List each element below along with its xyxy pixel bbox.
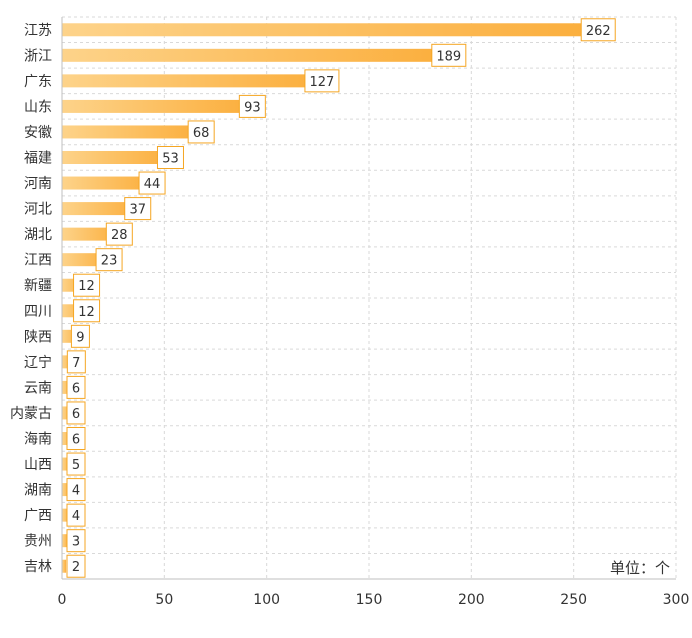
bar [62, 202, 138, 216]
bar [62, 125, 202, 139]
category-label: 内蒙古 [10, 406, 52, 422]
category-label: 山西 [24, 457, 52, 473]
category-label: 河南 [24, 176, 52, 192]
value-label-box [238, 94, 266, 118]
bars [62, 23, 599, 573]
bar [62, 483, 71, 497]
value-label-box [304, 69, 340, 93]
value-label: 4 [72, 484, 80, 499]
value-label: 189 [436, 49, 461, 64]
unit-label: 单位：个 [610, 559, 670, 577]
category-label: 辽宁 [24, 354, 52, 371]
value-label-box [66, 452, 86, 476]
value-label-box [66, 401, 86, 425]
value-label-box [66, 350, 86, 374]
value-label-box [66, 529, 86, 553]
category-label: 江苏 [24, 23, 52, 39]
category-label: 福建 [24, 151, 52, 167]
value-label: 12 [78, 279, 95, 294]
value-label: 5 [72, 458, 80, 473]
value-label: 68 [193, 126, 210, 141]
value-label-box [105, 222, 133, 246]
x-tick-label: 250 [560, 592, 587, 608]
value-label: 127 [310, 75, 335, 90]
category-label: 安徽 [24, 125, 52, 141]
bar [62, 48, 449, 62]
category-label: 湖南 [24, 483, 52, 499]
category-label: 广西 [24, 508, 52, 524]
axes: 0 50 100 150 200 250 300 江苏浙江广东山东安徽福建河南河北湖北江西新疆… [10, 17, 689, 608]
value-label: 12 [78, 305, 95, 320]
value-label-box [431, 43, 467, 67]
value-label-box [580, 18, 616, 42]
value-label: 44 [144, 177, 161, 192]
category-label: 山东 [24, 99, 52, 115]
bar [62, 227, 120, 241]
category-label: 贵州 [24, 534, 52, 550]
category-label: 四川 [24, 304, 52, 320]
value-label-box [70, 324, 90, 348]
value-label: 23 [101, 254, 118, 269]
value-label: 37 [129, 203, 146, 218]
x-tick-label: 0 [58, 592, 67, 608]
value-label: 6 [72, 407, 80, 422]
value-label: 2 [72, 560, 80, 575]
x-tick-label: 300 [663, 592, 690, 608]
value-label-box [66, 427, 86, 450]
value-label: 53 [162, 152, 179, 167]
value-label: 28 [111, 228, 128, 243]
value-label-box [95, 248, 123, 272]
category-label: 河北 [24, 202, 52, 218]
x-tick-label: 150 [356, 592, 383, 608]
value-label-box [66, 478, 86, 502]
bar [62, 176, 153, 190]
value-label: 4 [72, 509, 80, 524]
category-label: 湖北 [24, 227, 52, 243]
category-label: 吉林 [24, 559, 52, 575]
bar [62, 99, 253, 113]
value-label: 7 [72, 356, 80, 371]
category-label: 广东 [24, 74, 52, 90]
value-label-box [73, 273, 101, 297]
value-label-box [187, 120, 215, 144]
value-label-box [156, 146, 184, 169]
category-label: 江西 [24, 253, 52, 269]
value-label-box [138, 171, 166, 195]
bar [62, 534, 69, 548]
value-label-box [66, 375, 86, 399]
bar [62, 559, 67, 573]
value-label: 6 [72, 433, 80, 448]
x-tick-label: 100 [253, 592, 280, 608]
value-label-box [66, 503, 86, 527]
category-label: 新疆 [24, 278, 52, 294]
bar [62, 151, 171, 164]
category-label: 海南 [24, 432, 52, 448]
value-label-box [66, 554, 86, 578]
value-label: 3 [72, 535, 80, 550]
value-label-box [73, 299, 101, 323]
value-label: 9 [76, 330, 84, 345]
bar [62, 508, 71, 522]
value-label: 6 [72, 381, 80, 396]
value-label: 262 [586, 24, 611, 39]
value-label: 93 [244, 100, 261, 115]
x-tick-label: 50 [155, 592, 173, 608]
bar [62, 74, 322, 88]
bar [62, 23, 599, 37]
category-label: 云南 [24, 380, 52, 396]
category-label: 浙江 [24, 48, 52, 64]
value-label-box [124, 197, 152, 221]
category-label: 陕西 [24, 329, 52, 345]
x-tick-label: 200 [458, 592, 485, 608]
